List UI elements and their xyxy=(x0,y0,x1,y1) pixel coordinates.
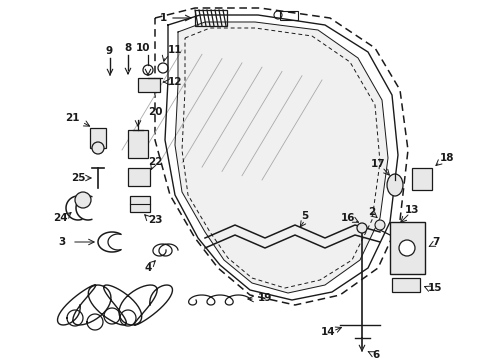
Text: 8: 8 xyxy=(124,43,131,53)
Text: 10: 10 xyxy=(136,43,150,53)
Polygon shape xyxy=(175,22,387,293)
Text: 1: 1 xyxy=(160,13,167,23)
Bar xyxy=(90,128,106,148)
Circle shape xyxy=(92,142,104,154)
Bar xyxy=(389,222,424,274)
Text: 7: 7 xyxy=(431,237,439,247)
Text: 4: 4 xyxy=(144,263,151,273)
Text: 5: 5 xyxy=(301,211,308,221)
Text: 14: 14 xyxy=(320,327,335,337)
Text: 22: 22 xyxy=(148,157,162,167)
Text: 24: 24 xyxy=(53,213,67,223)
Circle shape xyxy=(75,192,91,208)
Text: 17: 17 xyxy=(370,159,385,169)
Ellipse shape xyxy=(386,174,402,196)
Text: 15: 15 xyxy=(427,283,442,293)
Text: 20: 20 xyxy=(148,107,162,117)
Text: 16: 16 xyxy=(340,213,354,223)
Bar xyxy=(128,168,150,186)
Text: 23: 23 xyxy=(148,215,162,225)
Text: 13: 13 xyxy=(404,205,418,215)
Circle shape xyxy=(356,223,366,233)
Text: 18: 18 xyxy=(439,153,453,163)
Text: 9: 9 xyxy=(105,46,112,56)
Bar xyxy=(128,130,148,158)
Text: 2: 2 xyxy=(367,207,375,217)
Text: 19: 19 xyxy=(258,293,272,303)
Text: 11: 11 xyxy=(168,45,182,55)
Bar xyxy=(130,196,150,212)
Bar xyxy=(138,78,160,92)
Bar xyxy=(411,168,431,190)
Bar xyxy=(280,11,297,20)
Text: 12: 12 xyxy=(168,77,182,87)
Circle shape xyxy=(374,220,384,230)
Bar xyxy=(195,10,226,26)
Text: 6: 6 xyxy=(371,350,379,360)
Bar xyxy=(391,278,419,292)
Text: 3: 3 xyxy=(58,237,65,247)
Text: 21: 21 xyxy=(64,113,79,123)
Circle shape xyxy=(398,240,414,256)
Text: 25: 25 xyxy=(71,173,85,183)
